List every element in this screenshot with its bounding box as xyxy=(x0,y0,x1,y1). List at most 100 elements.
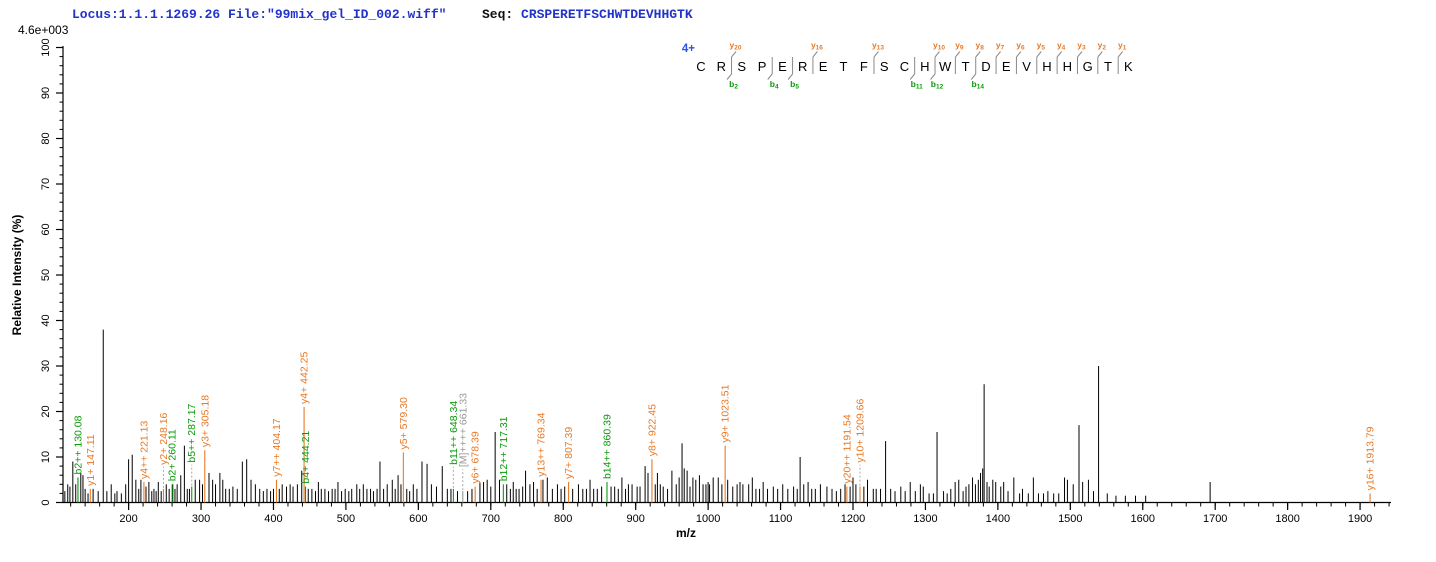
y-cleavage-tick xyxy=(1056,51,1063,58)
y-ion-label: y4 xyxy=(1057,40,1066,52)
b-ion-label: b11 xyxy=(911,79,923,91)
y-cleavage-tick xyxy=(995,51,1001,58)
y-cleavage-tick xyxy=(1016,51,1022,58)
residue-letter: V xyxy=(1022,59,1031,74)
x-tick-label: 1100 xyxy=(769,513,793,525)
peak-label: y16+ 1913.79 xyxy=(1365,426,1377,490)
residue-letter: E xyxy=(819,59,828,74)
peak-label: y3+ 305.18 xyxy=(199,395,211,447)
x-axis-title: m/z xyxy=(676,526,696,540)
b-ion-label: b5 xyxy=(790,79,799,91)
residue-letter: E xyxy=(1002,59,1011,74)
y-tick-label: 20 xyxy=(40,405,52,417)
x-tick-label: 300 xyxy=(192,513,210,525)
annotated-peaks: b2++ 130.08 y1+ 147.11 y4++ 221.13 y2+ 248.… xyxy=(72,352,1377,503)
peak-label: b5++ 287.17 xyxy=(186,403,198,462)
y-axis-title: Relative Intensity (%) xyxy=(10,215,24,336)
x-tick-label: 1600 xyxy=(1131,513,1155,525)
y-cleavage-tick xyxy=(954,51,961,58)
x-tick-label: 1800 xyxy=(1275,513,1299,525)
peak-label: y10+ 1209.66 xyxy=(854,398,866,462)
x-tick-label: 800 xyxy=(554,513,572,525)
peak-label: y7+ 807.39 xyxy=(563,427,575,479)
b-cleavage-tick xyxy=(909,73,916,80)
residue-letter: W xyxy=(939,59,952,74)
y-tick-label: 10 xyxy=(40,451,52,463)
x-tick-label: 500 xyxy=(337,513,355,525)
residue-letter: P xyxy=(758,59,767,74)
b-ion-label: b12 xyxy=(931,79,944,91)
y-ion-label: y20 xyxy=(730,40,742,52)
y-cleavage-tick xyxy=(731,51,737,58)
y-ion-label: y13 xyxy=(872,40,884,52)
x-tick-label: 200 xyxy=(119,513,137,525)
y-ion-label: y7 xyxy=(996,40,1005,52)
peak-label: y13++ 769.34 xyxy=(536,412,548,476)
peak-label: b14++ 860.39 xyxy=(601,414,613,479)
residue-letter: E xyxy=(778,59,787,74)
x-tick-label: 1200 xyxy=(841,513,865,525)
peak-label: b2++ 130.08 xyxy=(72,415,84,474)
y-tick-label: 0 xyxy=(40,499,52,505)
residue-letter: H xyxy=(1063,59,1072,74)
residue-letter: D xyxy=(981,59,990,74)
residue-letter: T xyxy=(1104,59,1112,74)
peak-label: b4+ 444.21 xyxy=(300,431,312,484)
x-tick-label: 1500 xyxy=(1058,513,1082,525)
y-tick-label: 70 xyxy=(40,178,52,190)
locus-file-header: Locus:1.1.1.1269.26 File:"99mix_gel_ID_0… xyxy=(72,7,447,22)
peak-label: y7++ 404.17 xyxy=(271,418,283,477)
b-cleavage-tick xyxy=(767,73,773,80)
residue-letter: C xyxy=(900,59,909,74)
x-tick-label: 400 xyxy=(264,513,282,525)
y-ion-label: y9 xyxy=(955,40,964,52)
peak-label: y9+ 1023.51 xyxy=(720,384,732,442)
y-cleavage-tick xyxy=(975,51,981,58)
residue-letter: S xyxy=(737,59,746,74)
residue-letter: H xyxy=(1042,59,1051,74)
b-ion-label: b14 xyxy=(972,79,985,91)
peak-label: b2+ 260.11 xyxy=(167,429,179,481)
x-tick-label: 1000 xyxy=(696,513,720,525)
y-tick-label: 50 xyxy=(40,269,52,281)
y-tick-label: 90 xyxy=(40,87,52,99)
b-cleavage-tick xyxy=(930,73,936,80)
peak-label: [M]++++ 661.33 xyxy=(457,393,469,467)
y-tick-label: 100 xyxy=(40,38,52,56)
y-tick-label: 80 xyxy=(40,132,52,144)
x-tick-label: 1400 xyxy=(986,513,1010,525)
x-tick-label: 600 xyxy=(409,513,427,525)
seq-label: Seq: xyxy=(482,7,522,22)
x-tick-label: 700 xyxy=(482,513,500,525)
y-cleavage-tick xyxy=(873,51,879,58)
residue-letter: R xyxy=(798,59,807,74)
peak-label: b12++ 717.31 xyxy=(498,416,510,481)
axes: 200 300 400 500 600 700 800 900 1000 1100 1200 1300… xyxy=(10,38,1391,540)
b-cleavage-tick xyxy=(726,73,732,80)
sequence-header: Seq: CRSPERETFSCHWTDEVHHGTK xyxy=(482,7,693,22)
residue-letter: G xyxy=(1083,59,1093,74)
y-cleavage-tick xyxy=(1077,51,1083,58)
residue-letter: K xyxy=(1124,59,1133,74)
y-ion-label: y16 xyxy=(811,40,823,52)
intensity-scale-label: 4.6e+003 xyxy=(18,23,69,37)
residue-letter: T xyxy=(839,59,847,74)
peaks xyxy=(64,329,1211,503)
y-ion-label: y3 xyxy=(1077,40,1086,52)
x-tick-label: 1700 xyxy=(1203,513,1227,525)
y-cleavage-tick xyxy=(812,51,818,58)
y-tick-label: 60 xyxy=(40,223,52,235)
y-cleavage-tick xyxy=(934,51,940,58)
peak-label: y20++ 1191.54 xyxy=(841,414,853,483)
peak-label: y4++ 221.13 xyxy=(138,420,150,479)
peak-label: y6+ 678.39 xyxy=(470,431,482,483)
residue-letter: R xyxy=(717,59,726,74)
y-ion-label: y8 xyxy=(976,40,985,52)
peak-label: y5+ 579.30 xyxy=(398,397,410,449)
y-cleavage-tick xyxy=(1097,51,1103,58)
x-tick-label: 1900 xyxy=(1348,513,1372,525)
precursor-charge-label: 4+ xyxy=(682,43,695,55)
